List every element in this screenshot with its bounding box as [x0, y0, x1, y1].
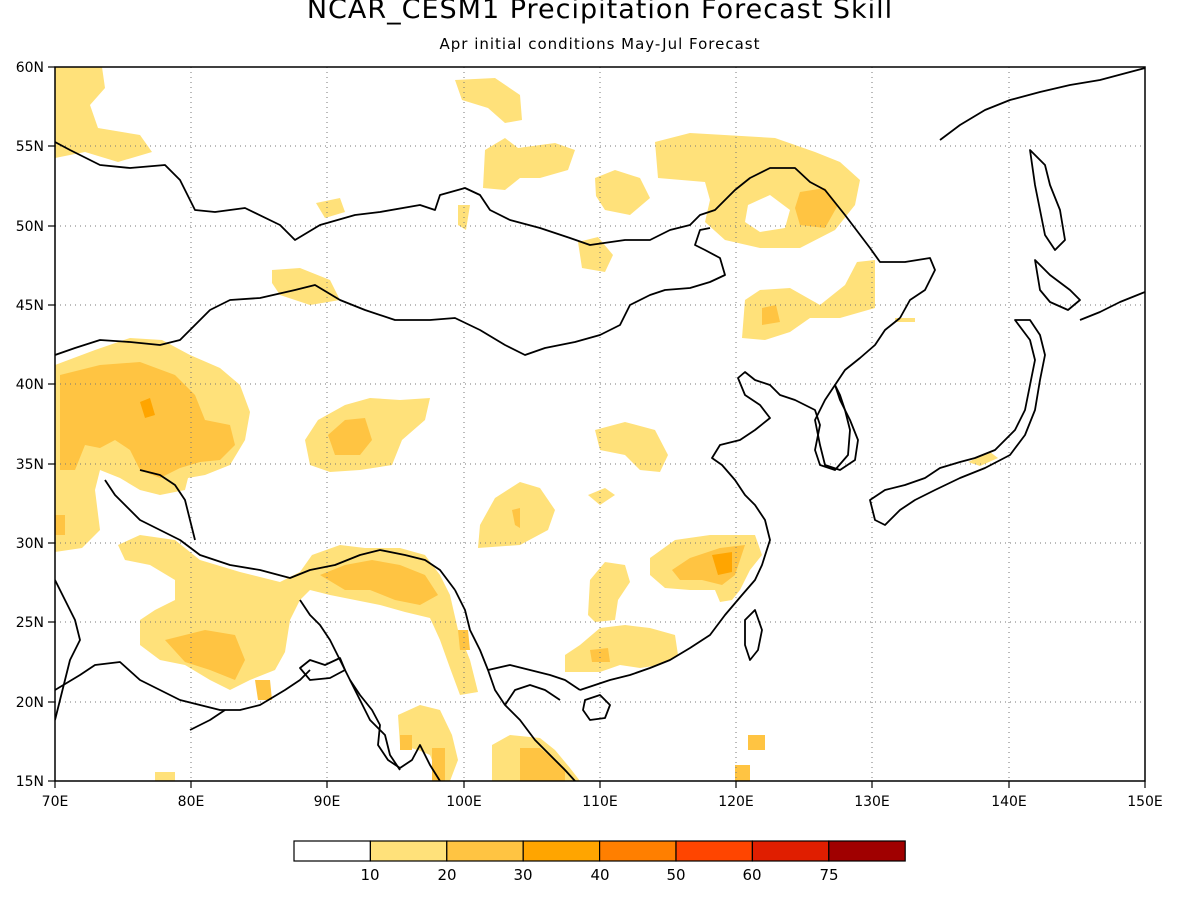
colorbar-label: 10	[360, 866, 379, 884]
skill-region-sichuan-core	[512, 508, 520, 528]
skill-region-west-asia-core	[60, 362, 235, 478]
map-title: NCAR_CESM1 Precipitation Forecast Skill	[306, 0, 894, 25]
lat-tick-label: 55N	[16, 139, 44, 155]
grid-lines	[55, 67, 1145, 781]
colorbar-box	[293, 840, 372, 862]
lon-tick-labels: 70E 80E 90E 100E 110E 120E 130E 140E 150…	[42, 794, 1163, 810]
lat-tick-label: 35N	[16, 457, 44, 473]
colorbar-box	[598, 840, 677, 862]
colorbar-box	[522, 840, 601, 862]
colorbar-box	[751, 840, 830, 862]
skill-region-manchuria	[742, 260, 875, 340]
skill-region-indochina-core	[520, 748, 565, 781]
colorbar-label: 40	[590, 866, 609, 884]
skill-region-amur-west	[595, 170, 650, 215]
skill-region-manchuria-core	[762, 305, 780, 325]
skill-region-india-core	[165, 630, 245, 680]
skill-region-himalaya-core	[320, 560, 438, 605]
skill-shading	[55, 67, 998, 781]
colorbar-box	[675, 840, 754, 862]
skill-region-amur-core	[795, 188, 838, 228]
colorbar-box	[828, 840, 906, 862]
skill-region-small-5	[588, 488, 615, 505]
lon-tick-label: 120E	[718, 794, 754, 810]
skill-region-philippines	[748, 735, 765, 750]
lat-tick-label: 50N	[16, 219, 44, 235]
skill-region-guangdong	[565, 625, 678, 672]
skill-region-west-asia-peak	[140, 398, 155, 418]
skill-region-myanmar-core-2	[432, 748, 445, 781]
lat-tick-labels: 15N 20N 25N 30N 35N 40N 45N 50N 55N 60N	[16, 60, 44, 790]
skill-region-amur-hole	[745, 195, 790, 232]
colorbar-box	[446, 840, 524, 862]
lat-tick-label: 25N	[16, 615, 44, 631]
lon-tick-label: 100E	[446, 794, 482, 810]
skill-region-japan-south	[968, 452, 998, 466]
map-subtitle: Apr initial conditions May-Jul Forecast	[439, 35, 761, 53]
skill-region-indian-ocean	[155, 772, 175, 781]
skill-region-guangdong-core	[590, 648, 610, 662]
lon-tick-label: 110E	[582, 794, 618, 810]
skill-region-india-block	[255, 680, 272, 700]
skill-region-qaidam-core	[328, 418, 372, 455]
colorbar: 10 20 30 40 50 60 75	[293, 840, 906, 884]
skill-region-loess	[595, 422, 668, 472]
skill-region-small-3	[578, 237, 613, 272]
lat-tick-label: 20N	[16, 695, 44, 711]
lat-tick-label: 40N	[16, 377, 44, 393]
skill-region-small-1	[316, 198, 345, 218]
lon-tick-label: 150E	[1127, 794, 1163, 810]
colorbar-label: 60	[742, 866, 761, 884]
lon-tick-label: 70E	[42, 794, 69, 810]
lon-tick-label: 140E	[991, 794, 1027, 810]
lat-tick-label: 60N	[16, 60, 44, 76]
colorbar-label: 75	[819, 866, 838, 884]
colorbar-box	[369, 840, 448, 862]
skill-region-west-edge	[55, 515, 65, 535]
lat-tick-label: 15N	[16, 774, 44, 790]
skill-region-amur	[655, 133, 860, 248]
skill-region-hunan	[588, 562, 630, 622]
lon-tick-label: 80E	[178, 794, 205, 810]
lon-tick-label: 130E	[854, 794, 890, 810]
lon-tick-label: 90E	[314, 794, 341, 810]
colorbar-label: 50	[666, 866, 685, 884]
skill-region-philippines-2	[735, 765, 750, 781]
lat-tick-label: 30N	[16, 536, 44, 552]
skill-region-east-china-peak	[712, 552, 732, 575]
axis-ticks	[48, 66, 1146, 788]
skill-region-baikal-west	[483, 138, 575, 190]
colorbar-labels: 10 20 30 40 50 60 75	[360, 866, 838, 884]
skill-region-altai-north	[455, 78, 522, 123]
coastlines-borders	[55, 67, 1145, 781]
skill-region-myanmar-core	[400, 735, 412, 750]
colorbar-boxes	[293, 840, 906, 862]
skill-region-nw-corner	[55, 67, 152, 162]
colorbar-label: 30	[513, 866, 532, 884]
skill-region-yunnan	[458, 630, 470, 650]
lat-tick-label: 45N	[16, 298, 44, 314]
colorbar-label: 20	[437, 866, 456, 884]
